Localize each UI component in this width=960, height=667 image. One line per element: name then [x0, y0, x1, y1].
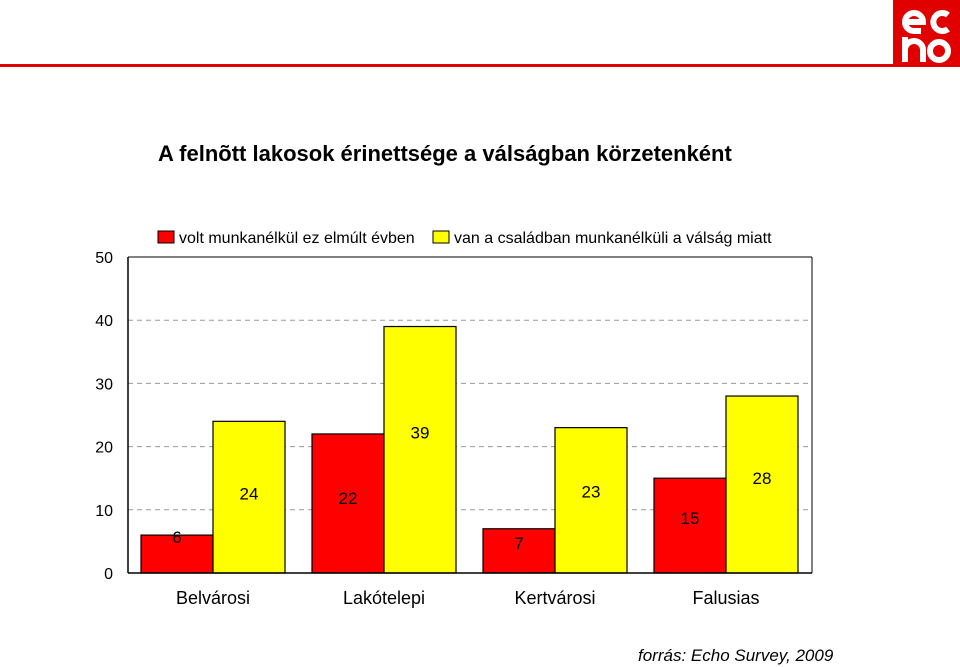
header-red-line	[0, 64, 960, 67]
y-tick-label: 0	[104, 566, 113, 583]
y-tick-label: 40	[95, 313, 113, 330]
y-tick-label: 50	[95, 250, 113, 267]
data-label: 6	[172, 528, 181, 547]
x-category-label: Kertvárosi	[514, 588, 595, 608]
data-label: 28	[753, 469, 772, 488]
bar-red	[653, 477, 727, 574]
data-label: 39	[411, 424, 430, 443]
x-category-label: Belvárosi	[176, 588, 250, 608]
legend-swatch	[157, 230, 175, 244]
x-category-label: Lakótelepi	[343, 588, 425, 608]
bar-red	[140, 534, 214, 574]
bar-red	[482, 528, 556, 574]
bar-yellow	[383, 325, 457, 574]
legend-label: volt munkanélkül ez elmúlt évben	[179, 230, 415, 247]
echo-logo	[893, 0, 960, 67]
data-label: 7	[514, 534, 523, 553]
bar-yellow	[725, 395, 799, 574]
data-label: 24	[240, 484, 259, 503]
chart-title: A felnõtt lakosok érinettsége a válságba…	[158, 141, 732, 166]
x-category-label: Falusias	[692, 588, 759, 608]
data-label: 15	[681, 509, 700, 528]
y-tick-label: 10	[95, 503, 113, 520]
y-tick-label: 30	[95, 376, 113, 393]
source-note: forrás: Echo Survey, 2009	[638, 646, 834, 665]
data-label: 22	[339, 489, 358, 508]
bar-red	[311, 433, 385, 574]
y-tick-label: 20	[95, 440, 113, 457]
legend-swatch	[432, 230, 450, 244]
bar-yellow	[554, 427, 628, 574]
data-label: 23	[582, 483, 601, 502]
legend-label: van a családban munkanélküli a válság mi…	[454, 230, 772, 247]
